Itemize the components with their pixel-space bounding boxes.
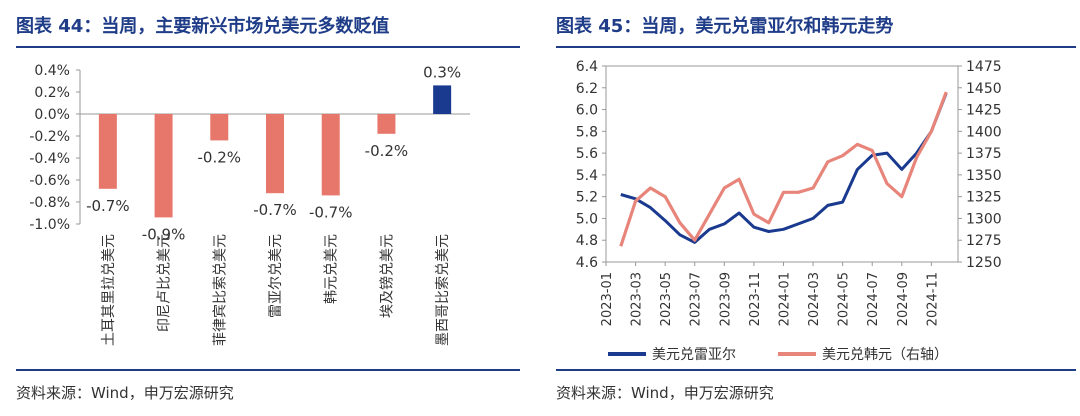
right-y-tick-label: 1300: [966, 211, 1002, 227]
series-line-krw: [619, 91, 948, 247]
left-y-tick-label: 5.6: [576, 146, 598, 162]
category-label: 印尼卢比兑美元: [157, 234, 173, 332]
left-y-tick-label: 6.0: [576, 103, 598, 119]
bar: [210, 114, 229, 141]
title-rule: [16, 46, 520, 48]
x-tick-label: 2024-11: [925, 272, 940, 326]
y-tick-label: 0.2%: [34, 85, 70, 101]
y-tick-label: -1.0%: [29, 217, 70, 233]
y-tick-label: -0.6%: [29, 173, 70, 189]
bar: [98, 114, 117, 189]
data-label: -0.7%: [86, 197, 130, 215]
plot-frame: [605, 65, 959, 263]
bar: [321, 114, 340, 196]
x-tick-label: 2023-09: [718, 272, 733, 326]
x-tick-label: 2023-11: [748, 272, 763, 326]
right-y-tick-label: 1400: [966, 124, 1002, 140]
left-chart-title: 图表 44：当周，主要新兴市场兑美元多数贬值: [16, 16, 390, 37]
bar: [433, 85, 452, 114]
line-chart: 6.4 6.2 6.0 5.8 5.6 5.4 5.2 5.0 4.8 4.6 1475 1450 14…: [576, 59, 1002, 363]
x-tick-label: 2024-01: [777, 272, 792, 326]
right-y-tick-label: 1450: [966, 81, 1002, 97]
series-line-brl: [620, 92, 948, 244]
title-rule: [556, 46, 1076, 48]
y-tick-label: -0.8%: [29, 195, 70, 211]
right-y-tick-label: 1425: [966, 103, 1002, 119]
right-chart-panel: 图表 45：当周，美元兑雷亚尔和韩元走势 6.4 6.2 6.0 5.8 5.6 5.4 5…: [556, 0, 1080, 416]
y-tick-label: -0.4%: [29, 151, 70, 167]
x-tick-label: 2024-09: [896, 272, 911, 326]
legend-label-brl: 美元兑雷亚尔: [652, 347, 736, 363]
x-tick-label: 2024-03: [807, 272, 822, 326]
x-tick-label: 2024-05: [837, 272, 852, 326]
left-source-note: 资料来源：Wind，申万宏源研究: [16, 384, 234, 402]
category-label: 韩元兑美元: [324, 234, 340, 304]
right-y-tick-label: 1275: [966, 233, 1002, 249]
right-y-tick-label: 1350: [966, 168, 1002, 184]
right-source-note: 资料来源：Wind，申万宏源研究: [556, 384, 774, 402]
category-label: 墨西哥比索兑美元: [434, 234, 451, 346]
left-y-tick-label: 4.6: [576, 255, 598, 271]
x-tick-label: 2023-03: [630, 272, 645, 326]
category-label: 土耳其里拉兑美元: [101, 234, 117, 346]
data-label: -0.9%: [142, 225, 186, 243]
x-tick-label: 2023-01: [600, 272, 615, 326]
y-tick-label: 0.0%: [34, 107, 70, 123]
left-y-tick-label: 5.0: [576, 211, 598, 227]
right-y-tick-label: 1475: [966, 59, 1002, 75]
category-label: 菲律宾比索兑美元: [211, 234, 228, 346]
bar-chart: 0.4% 0.2% 0.0% -0.2% -0.4% -0.6% -0.8% -1.0% -0.…: [29, 63, 470, 346]
x-tick-label: 2023-07: [689, 272, 704, 326]
bar: [377, 114, 396, 134]
left-y-tick-label: 4.8: [576, 233, 598, 249]
data-label: -0.2%: [198, 148, 242, 166]
left-y-tick-label: 5.8: [576, 124, 598, 140]
bar: [266, 114, 284, 194]
left-chart-panel: 图表 44：当周，主要新兴市场兑美元多数贬值 0.4% 0.2% 0.0% -0.2%…: [0, 0, 520, 416]
source-rule: [16, 369, 520, 371]
legend-label-krw: 美元兑韩元（右轴）: [822, 347, 948, 363]
data-label: 0.3%: [423, 63, 461, 81]
category-label: 雷亚尔兑美元: [268, 234, 284, 318]
category-label: 埃及镑兑美元: [379, 234, 395, 318]
right-y-tick-label: 1325: [966, 190, 1002, 206]
y-tick-label: 0.4%: [34, 63, 70, 79]
x-tick-label: 2024-07: [866, 272, 881, 326]
data-label: -0.2%: [365, 142, 409, 160]
data-label: -0.7%: [309, 203, 353, 221]
y-tick-label: -0.2%: [29, 129, 70, 145]
x-tick-label: 2023-05: [659, 272, 674, 326]
source-rule: [556, 369, 1076, 371]
right-y-tick-label: 1375: [966, 146, 1002, 162]
left-y-tick-label: 6.2: [576, 81, 598, 97]
left-y-tick-label: 5.4: [576, 168, 598, 184]
right-chart-title: 图表 45：当周，美元兑雷亚尔和韩元走势: [556, 16, 894, 37]
data-label: -0.7%: [253, 201, 297, 219]
left-y-tick-label: 5.2: [576, 190, 598, 206]
bar: [154, 114, 173, 218]
left-y-tick-label: 6.4: [576, 59, 598, 75]
right-y-tick-label: 1250: [966, 255, 1002, 271]
